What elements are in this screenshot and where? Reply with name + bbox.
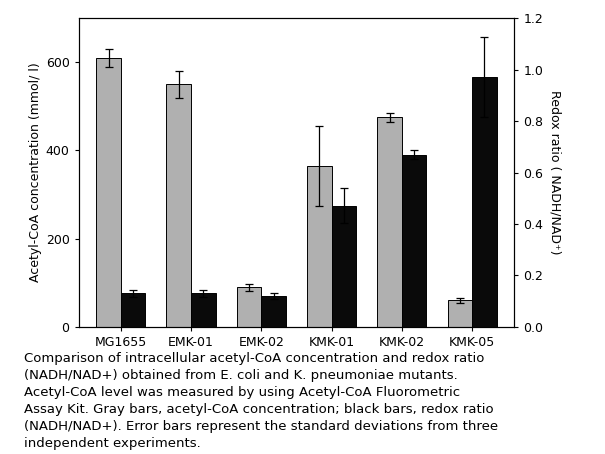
Bar: [191, 293, 215, 327]
Bar: [261, 296, 286, 327]
Bar: [472, 77, 497, 327]
Text: Comparison of intracellular acetyl-CoA concentration and redox ratio
(NADH/NAD+): Comparison of intracellular acetyl-CoA c…: [24, 352, 499, 450]
Bar: [307, 166, 332, 327]
Y-axis label: Acetyl-CoA concentration (mmol/ l): Acetyl-CoA concentration (mmol/ l): [28, 63, 42, 282]
Bar: [96, 58, 121, 327]
Bar: [402, 154, 427, 327]
Bar: [166, 84, 191, 327]
Bar: [448, 301, 472, 327]
Bar: [121, 293, 145, 327]
Bar: [237, 287, 261, 327]
Y-axis label: Redox ratio ( NADH/NAD⁺): Redox ratio ( NADH/NAD⁺): [549, 90, 562, 255]
Bar: [332, 206, 356, 327]
Bar: [378, 118, 402, 327]
